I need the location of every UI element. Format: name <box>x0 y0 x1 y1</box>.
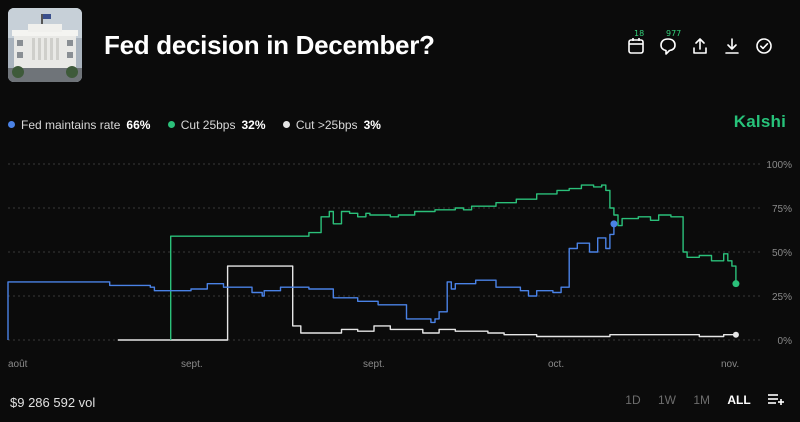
comment-icon <box>660 38 676 55</box>
range-1m[interactable]: 1M <box>693 393 710 407</box>
resolve-button[interactable] <box>754 36 774 56</box>
legend-label-cut25: Cut 25bps <box>180 118 236 132</box>
x-tick-label: nov. <box>721 359 739 370</box>
series-line-cut25 <box>169 184 737 340</box>
x-tick-label: sept. <box>181 359 203 370</box>
series-endpoint-cut-more <box>732 331 739 338</box>
chart-legend: Fed maintains rate 66% Cut 25bps 32% Cut >… <box>8 118 395 132</box>
chart-series <box>7 184 740 341</box>
share-icon <box>693 38 707 54</box>
legend-label-maintain: Fed maintains rate <box>21 118 121 132</box>
y-tick-label: 0% <box>778 336 793 347</box>
range-1d[interactable]: 1D <box>625 393 641 407</box>
x-tick-label: août <box>8 359 28 370</box>
x-axis-ticks: août sept. sept. oct. nov. <box>8 359 739 370</box>
series-endpoint-cut25 <box>732 280 740 288</box>
calendar-button[interactable]: 18 <box>626 29 646 56</box>
range-1w[interactable]: 1W <box>657 393 676 407</box>
chart-settings-icon[interactable] <box>768 393 784 405</box>
download-icon <box>725 38 739 54</box>
y-tick-label: 75% <box>772 204 792 215</box>
probability-chart[interactable]: 0% 25% 50% 75% 100% août sept. sept. oct. nov. <box>0 150 800 370</box>
calendar-icon <box>628 38 644 54</box>
legend-value-cut25: 32% <box>241 118 266 132</box>
legend-dot-maintain <box>8 121 15 128</box>
legend-value-cut-more: 3% <box>363 118 381 132</box>
download-button[interactable] <box>722 36 742 56</box>
share-button[interactable] <box>690 36 710 56</box>
check-circle-icon <box>756 38 772 54</box>
kalshi-logo: Kalshi <box>733 112 786 131</box>
comment-count: 977 <box>666 29 682 38</box>
legend-label-cut-more: Cut >25bps <box>295 118 358 132</box>
series-endpoint-maintain <box>610 220 618 228</box>
y-tick-label: 25% <box>772 292 792 303</box>
market-title: Fed decision in December? <box>104 30 435 60</box>
calendar-count: 18 <box>634 29 645 38</box>
legend-dot-cut25 <box>167 121 175 128</box>
legend-item-maintain[interactable]: Fed maintains rate 66% <box>8 118 150 132</box>
action-bar: 18 977 <box>618 29 778 60</box>
chart-grid <box>8 163 760 341</box>
range-all[interactable]: ALL <box>727 393 751 407</box>
volume-label: $9 286 592 vol <box>10 395 96 410</box>
legend-value-maintain: 66% <box>126 118 151 132</box>
legend-item-cut-more[interactable]: Cut >25bps 3% <box>282 118 381 132</box>
series-line-cut-more <box>117 265 736 341</box>
x-tick-label: oct. <box>548 359 564 370</box>
series-line-maintain <box>7 223 615 340</box>
market-image <box>8 8 82 82</box>
y-tick-label: 100% <box>766 160 792 171</box>
range-selector: 1D 1W 1M ALL <box>611 393 784 407</box>
y-axis-ticks: 0% 25% 50% 75% 100% <box>766 160 792 347</box>
y-tick-label: 50% <box>772 248 792 259</box>
legend-item-cut25[interactable]: Cut 25bps 32% <box>167 118 266 132</box>
x-tick-label: sept. <box>363 359 385 370</box>
legend-dot-cut-more <box>282 121 290 128</box>
federal-reserve-building-icon <box>8 8 82 82</box>
comments-button[interactable]: 977 <box>658 29 681 56</box>
